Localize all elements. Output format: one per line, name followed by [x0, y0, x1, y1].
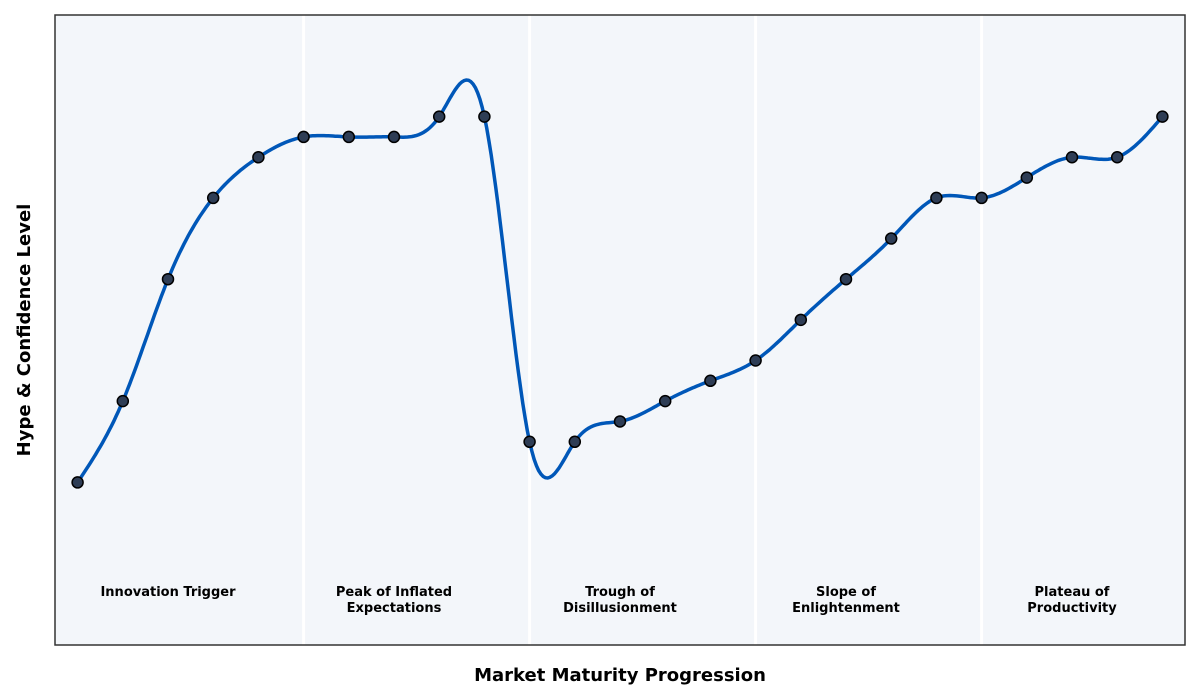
plot-area: [55, 15, 1185, 645]
data-point: [342, 130, 356, 144]
data-point: [1110, 151, 1124, 164]
data-point: [478, 110, 491, 123]
plot-frame: [54, 14, 1186, 646]
x-axis-label: Market Maturity Progression: [474, 665, 766, 686]
phase-separators: [302, 15, 984, 645]
y-axis-label: Hype & Confidence Level: [14, 204, 35, 457]
data-point: [252, 151, 265, 164]
data-point: [116, 394, 130, 408]
data-point: [839, 272, 853, 286]
phase-label: Slope of Enlightenment: [792, 585, 900, 616]
data-point: [704, 374, 717, 388]
data-point: [794, 313, 808, 327]
phase-label: Peak of Inflated Expectations: [336, 585, 452, 616]
phase-label: Plateau of Productivity: [1027, 585, 1117, 616]
data-point: [568, 435, 582, 449]
data-point: [71, 476, 84, 489]
data-point: [432, 110, 446, 123]
data-point: [297, 130, 310, 144]
data-point: [975, 191, 988, 205]
data-point: [1156, 110, 1169, 123]
data-point: [1020, 171, 1034, 184]
phase-label: Trough of Disillusionment: [563, 585, 677, 616]
data-point: [523, 435, 536, 449]
data-markers: [71, 110, 1169, 489]
data-point: [884, 232, 898, 245]
data-point: [1065, 151, 1079, 164]
phase-label: Innovation Trigger: [100, 585, 236, 600]
data-point: [749, 354, 762, 367]
data-point: [206, 191, 220, 205]
data-point: [387, 130, 401, 144]
data-point: [613, 415, 627, 428]
data-point: [161, 272, 175, 286]
data-point: [658, 394, 672, 408]
data-point: [930, 191, 943, 205]
phase-labels: Innovation Trigger Peak of Inflated Expect…: [100, 585, 1117, 616]
